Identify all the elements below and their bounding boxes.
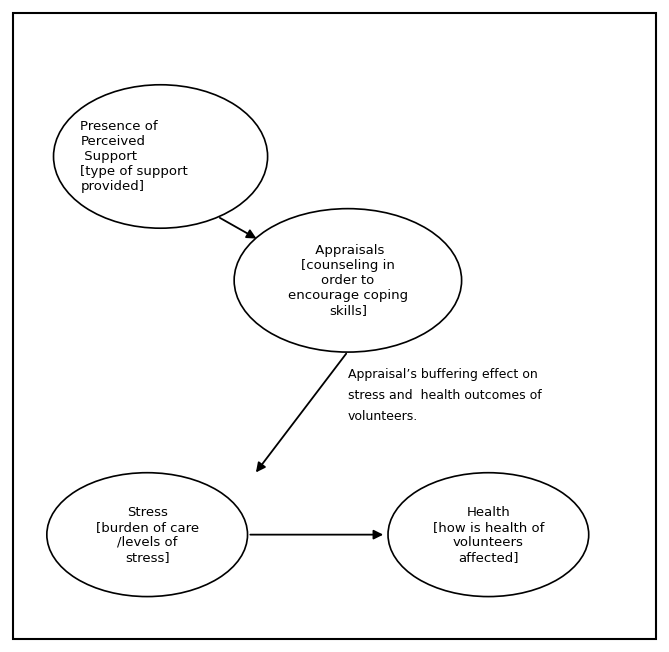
Ellipse shape	[54, 85, 268, 228]
Ellipse shape	[388, 473, 589, 597]
Text: Health
[how is health of
volunteers
affected]: Health [how is health of volunteers affe…	[433, 506, 544, 563]
Ellipse shape	[234, 209, 462, 352]
Text: Presence of
Perceived
 Support
[type of support
provided]: Presence of Perceived Support [type of s…	[80, 120, 188, 193]
Text: Appraisals
[counseling in
order to
encourage coping
skills]: Appraisals [counseling in order to encou…	[288, 244, 408, 317]
Text: Stress
[burden of care
/levels of
stress]: Stress [burden of care /levels of stress…	[96, 506, 199, 563]
Text: Appraisal’s buffering effect on
stress and  health outcomes of
volunteers.: Appraisal’s buffering effect on stress a…	[348, 368, 542, 423]
Ellipse shape	[47, 473, 248, 597]
